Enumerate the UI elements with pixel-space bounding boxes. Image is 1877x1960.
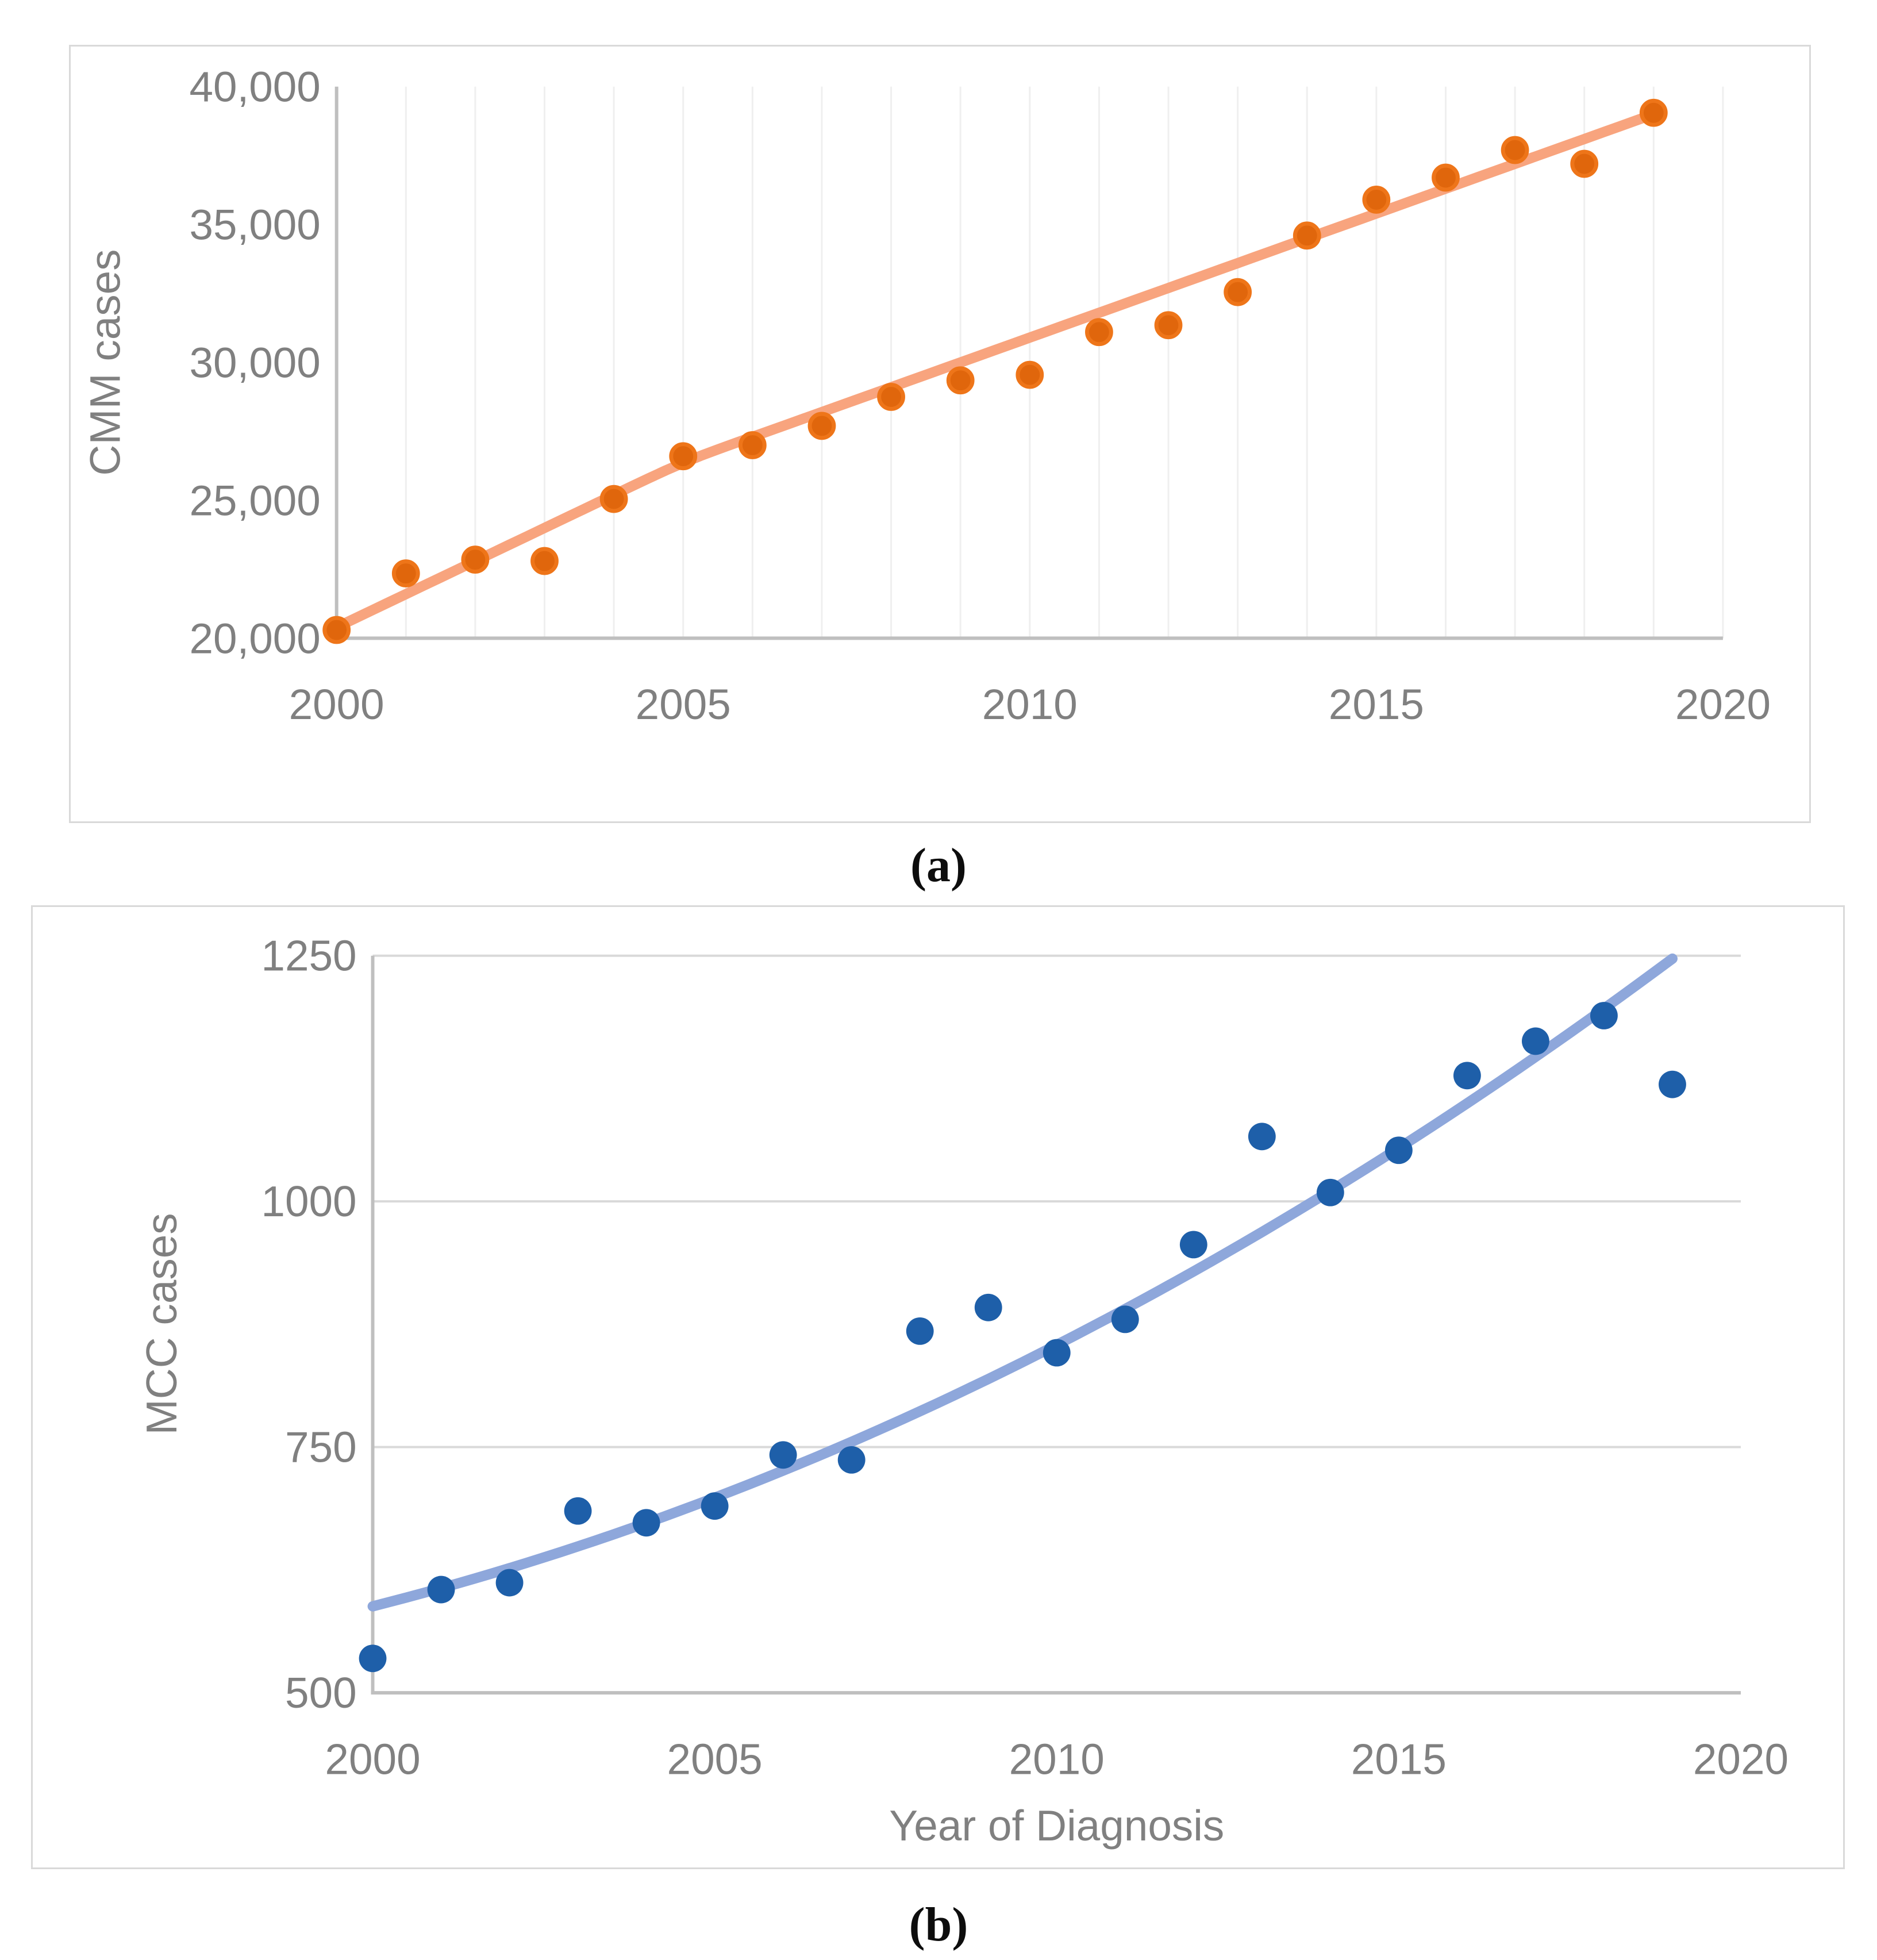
trend-line bbox=[331, 109, 1659, 633]
y-tick-label: 1000 bbox=[261, 1177, 356, 1225]
data-point bbox=[1111, 1305, 1139, 1333]
data-point bbox=[1316, 1178, 1344, 1206]
y-axis-title: MCC cases bbox=[137, 1213, 186, 1435]
data-point bbox=[906, 1317, 934, 1345]
data-point bbox=[1659, 1070, 1686, 1098]
data-point bbox=[427, 1575, 455, 1604]
x-axis-title: Year of Diagnosis bbox=[889, 1801, 1224, 1850]
y-tick-label: 25,000 bbox=[189, 476, 320, 524]
data-point bbox=[461, 545, 490, 574]
data-point bbox=[974, 1293, 1002, 1321]
y-tick-label: 40,000 bbox=[189, 63, 320, 111]
x-tick-label: 2005 bbox=[636, 680, 731, 728]
x-tick-label: 2020 bbox=[1675, 680, 1771, 728]
mcc-chart-svg: 500 750 1000 1250 2000 2005 2010 2015 2020 MCC ca… bbox=[137, 932, 1788, 1850]
data-point bbox=[1293, 221, 1321, 250]
data-point bbox=[1432, 163, 1460, 192]
data-point bbox=[946, 366, 975, 395]
x-tick-label: 2000 bbox=[289, 680, 384, 728]
x-tick-label: 2020 bbox=[1693, 1735, 1788, 1784]
data-point bbox=[359, 1644, 387, 1673]
data-point bbox=[322, 616, 351, 644]
caption-b: (b) bbox=[909, 1898, 968, 1951]
data-point bbox=[1384, 1136, 1413, 1165]
data-point bbox=[769, 1441, 797, 1469]
data-point bbox=[1248, 1123, 1276, 1151]
caption-a: (a) bbox=[910, 839, 967, 892]
data-point bbox=[1154, 311, 1183, 340]
x-tick-label: 2010 bbox=[1009, 1735, 1105, 1784]
y-tick-label: 500 bbox=[285, 1669, 357, 1717]
data-point bbox=[599, 485, 628, 513]
cmm-chart-svg: 20,000 25,000 30,000 35,000 40,000 2000 2005 20… bbox=[80, 63, 1771, 728]
data-point bbox=[1522, 1027, 1549, 1055]
data-point bbox=[632, 1509, 660, 1537]
data-point bbox=[1570, 149, 1599, 178]
data-point bbox=[391, 559, 420, 588]
data-point bbox=[1085, 318, 1113, 347]
x-tick-label: 2000 bbox=[325, 1735, 420, 1784]
x-tick-label: 2005 bbox=[667, 1735, 763, 1784]
data-point bbox=[1016, 360, 1044, 389]
data-point bbox=[1179, 1231, 1207, 1259]
y-tick-label: 20,000 bbox=[189, 614, 320, 662]
x-tick-label: 2015 bbox=[1351, 1735, 1447, 1784]
x-tick-label: 2010 bbox=[982, 680, 1078, 728]
data-point bbox=[564, 1497, 592, 1525]
data-point bbox=[1590, 1002, 1618, 1029]
data-point bbox=[1453, 1062, 1481, 1090]
chart-panel-cmm: 20,000 25,000 30,000 35,000 40,000 2000 2005 20… bbox=[69, 45, 1811, 823]
data-point bbox=[837, 1446, 866, 1474]
y-tick-label: 35,000 bbox=[189, 201, 320, 249]
x-tick-label: 2015 bbox=[1329, 680, 1424, 728]
y-axis-title: CMM cases bbox=[80, 249, 129, 476]
y-tick-label: 1250 bbox=[261, 932, 356, 980]
data-point bbox=[1043, 1339, 1071, 1367]
data-point bbox=[1639, 98, 1668, 127]
data-point bbox=[495, 1569, 524, 1597]
data-point bbox=[1362, 186, 1391, 214]
data-point bbox=[701, 1492, 729, 1520]
y-tick-label: 30,000 bbox=[189, 338, 320, 386]
data-point bbox=[1224, 278, 1252, 306]
data-point bbox=[807, 412, 836, 440]
data-point bbox=[877, 383, 905, 411]
trend-line bbox=[367, 953, 1678, 1612]
data-point bbox=[669, 442, 698, 471]
chart-panel-mcc: 500 750 1000 1250 2000 2005 2010 2015 2020 MCC ca… bbox=[31, 905, 1845, 1869]
data-point bbox=[738, 431, 767, 459]
data-point bbox=[530, 547, 559, 575]
y-tick-label: 750 bbox=[285, 1423, 357, 1471]
data-point bbox=[1501, 136, 1529, 164]
